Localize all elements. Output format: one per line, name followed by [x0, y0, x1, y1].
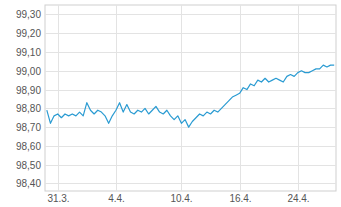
y-tick-label: 98,60: [16, 141, 41, 152]
y-tick-label: 98,80: [16, 103, 41, 114]
y-grid-line: [45, 71, 336, 72]
y-grid-line: [45, 127, 336, 128]
x-tick-label: 4.4.: [108, 193, 125, 204]
plot-area: [47, 65, 334, 127]
y-tick-label: 98,40: [16, 178, 41, 189]
x-tick-label: 10.4.: [170, 193, 192, 204]
chart: 98,40 98,50 98,60 98,70 98,80 98,90 99,00 99,10…: [0, 0, 341, 207]
x-tick-label: 16.4.: [229, 193, 251, 204]
y-tick-label: 98,90: [16, 85, 41, 96]
x-grid-line: [58, 5, 59, 191]
x-tick-label: 24.4.: [287, 193, 309, 204]
y-grid-line: [45, 165, 336, 166]
y-tick-label: 99,20: [16, 28, 41, 39]
y-grid-line: [45, 33, 336, 34]
x-grid-line: [181, 5, 182, 191]
y-tick-label: 99,30: [16, 9, 41, 20]
plot-frame: [45, 5, 336, 191]
y-tick-label: 99,10: [16, 47, 41, 58]
y-grid-line: [45, 183, 336, 184]
y-tick-label: 98,50: [16, 160, 41, 171]
y-grid-line: [45, 108, 336, 109]
x-grid-line: [240, 5, 241, 191]
y-grid-line: [45, 90, 336, 91]
y-tick-label: 99,00: [16, 66, 41, 77]
y-grid-line: [45, 52, 336, 53]
price-line: [47, 65, 334, 127]
y-grid-line: [45, 146, 336, 147]
y-grid-line: [45, 14, 336, 15]
y-tick-label: 98,70: [16, 122, 41, 133]
x-grid-line: [116, 5, 117, 191]
x-grid-line: [298, 5, 299, 191]
x-tick-label: 31.3.: [47, 193, 69, 204]
